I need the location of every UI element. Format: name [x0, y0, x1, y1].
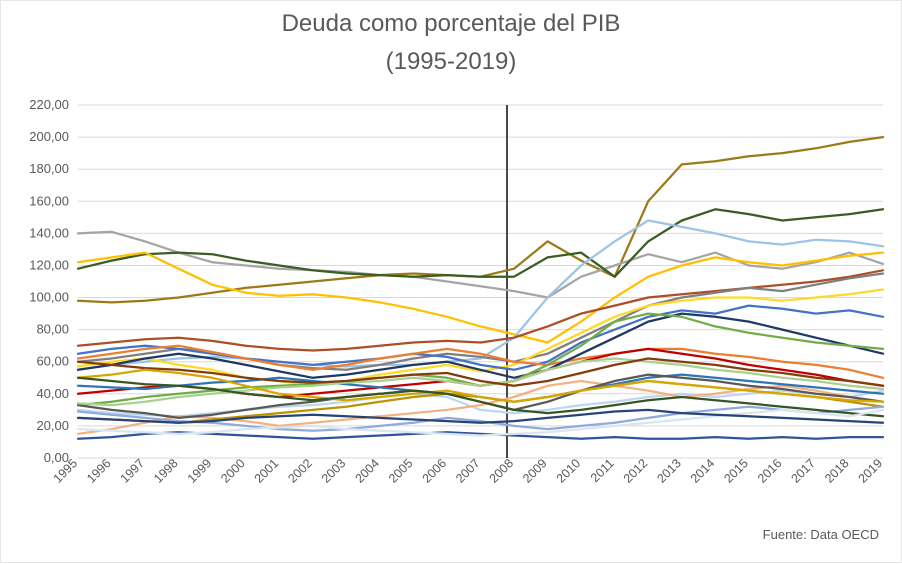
svg-text:140,00: 140,00	[29, 225, 69, 240]
svg-text:2018: 2018	[822, 456, 852, 486]
svg-text:220,00: 220,00	[29, 97, 69, 112]
svg-text:1998: 1998	[151, 456, 181, 486]
svg-text:100,00: 100,00	[29, 290, 69, 305]
svg-text:2012: 2012	[621, 456, 651, 486]
svg-text:200,00: 200,00	[29, 129, 69, 144]
svg-text:2010: 2010	[554, 456, 584, 486]
svg-text:2002: 2002	[285, 456, 315, 486]
svg-text:2003: 2003	[319, 456, 349, 486]
svg-text:2009: 2009	[520, 456, 550, 486]
svg-text:1997: 1997	[118, 456, 148, 486]
svg-text:2014: 2014	[688, 456, 718, 486]
svg-text:80,00: 80,00	[36, 322, 69, 337]
svg-text:2005: 2005	[386, 456, 416, 486]
svg-text:160,00: 160,00	[29, 193, 69, 208]
svg-text:120,00: 120,00	[29, 258, 69, 273]
svg-text:2011: 2011	[588, 456, 617, 485]
svg-text:2000: 2000	[218, 456, 248, 486]
svg-text:2013: 2013	[654, 456, 684, 486]
svg-text:2015: 2015	[721, 456, 751, 486]
svg-text:1996: 1996	[84, 456, 114, 486]
svg-text:60,00: 60,00	[36, 354, 69, 369]
svg-text:2008: 2008	[487, 456, 517, 486]
svg-text:2016: 2016	[755, 456, 785, 486]
svg-text:2019: 2019	[856, 456, 886, 486]
svg-text:1999: 1999	[185, 456, 215, 486]
svg-text:180,00: 180,00	[29, 161, 69, 176]
svg-text:40,00: 40,00	[36, 386, 69, 401]
svg-text:2017: 2017	[788, 456, 818, 486]
svg-text:2004: 2004	[352, 456, 382, 486]
svg-text:2007: 2007	[453, 456, 483, 486]
svg-text:2001: 2001	[252, 456, 282, 486]
svg-text:2006: 2006	[420, 456, 450, 486]
svg-text:20,00: 20,00	[36, 418, 69, 433]
